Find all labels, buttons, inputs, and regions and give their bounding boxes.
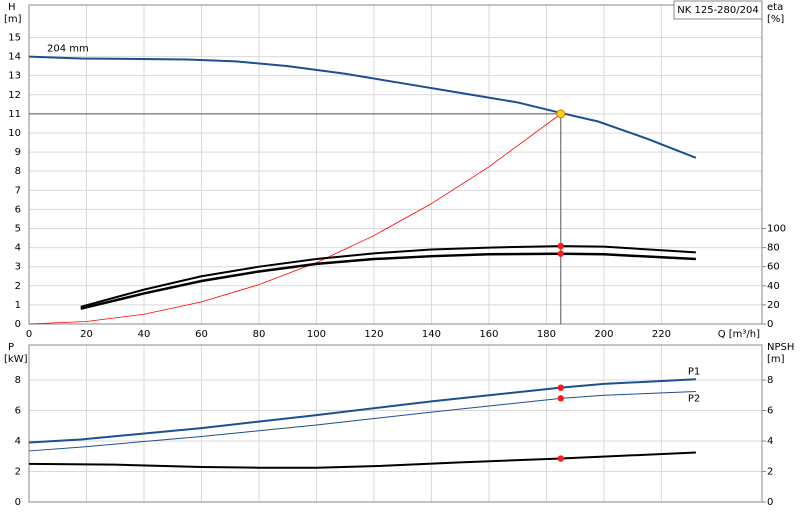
series-label: P1 bbox=[688, 366, 700, 377]
y-axis-title: P bbox=[8, 342, 14, 353]
curve bbox=[80, 245, 696, 308]
y-tick-label: 9 bbox=[15, 147, 21, 158]
curve bbox=[28, 390, 696, 452]
y-tick-label: 1 bbox=[15, 300, 21, 311]
chart-title: NK 125-280/204 bbox=[677, 5, 758, 16]
y-tick-label: 6 bbox=[15, 406, 21, 417]
y-tick-label: 12 bbox=[8, 90, 21, 101]
y2-axis-unit: [%] bbox=[767, 14, 784, 25]
series-label: 204 mm bbox=[47, 44, 89, 55]
plot-frame bbox=[28, 344, 763, 503]
x-tick-label: 80 bbox=[253, 329, 266, 340]
x-tick-label: 220 bbox=[652, 329, 671, 340]
y2-tick-label: 100 bbox=[767, 223, 786, 234]
y-tick-label: 15 bbox=[8, 32, 21, 43]
x-tick-label: 200 bbox=[594, 329, 613, 340]
y-tick-label: 7 bbox=[15, 185, 21, 196]
y2-tick-label: 0 bbox=[767, 319, 773, 330]
duty-marker bbox=[557, 455, 564, 462]
y2-axis-title: eta bbox=[767, 2, 783, 13]
y2-tick-label: 60 bbox=[767, 262, 780, 273]
y-tick-label: 13 bbox=[8, 71, 21, 82]
y2-axis-unit: [m] bbox=[767, 354, 785, 365]
x-tick-label: 40 bbox=[138, 329, 151, 340]
x-tick-label: 100 bbox=[307, 329, 326, 340]
curve bbox=[28, 55, 697, 159]
x-tick-label: 180 bbox=[537, 329, 556, 340]
y-tick-label: 0 bbox=[15, 319, 21, 330]
series-label: P2 bbox=[688, 393, 700, 404]
y-tick-label: 11 bbox=[8, 109, 21, 120]
y-tick-label: 5 bbox=[15, 223, 21, 234]
curve bbox=[28, 113, 562, 325]
x-tick-label: 140 bbox=[422, 329, 441, 340]
y2-axis-title: NPSH bbox=[767, 342, 794, 353]
y2-tick-label: 2 bbox=[767, 467, 773, 478]
duty-marker bbox=[557, 242, 564, 250]
y2-tick-label: 80 bbox=[767, 243, 780, 254]
y2-tick-label: 8 bbox=[767, 375, 773, 386]
plot-frame bbox=[28, 4, 763, 325]
y-tick-label: 2 bbox=[15, 467, 21, 478]
y-tick-label: 6 bbox=[15, 204, 21, 215]
y2-tick-label: 6 bbox=[767, 406, 773, 417]
duty-marker bbox=[557, 250, 564, 257]
x-tick-label: 0 bbox=[26, 329, 32, 340]
y-axis-title: H bbox=[8, 2, 16, 13]
y2-tick-label: 40 bbox=[767, 281, 780, 292]
x-tick-label: 120 bbox=[364, 329, 383, 340]
y-axis-unit: [m] bbox=[4, 14, 22, 25]
title-box bbox=[673, 0, 763, 20]
y-tick-label: 4 bbox=[15, 436, 21, 447]
curve bbox=[28, 451, 696, 469]
x-tick-label: 160 bbox=[479, 329, 498, 340]
y2-tick-label: 20 bbox=[767, 300, 780, 311]
y-tick-label: 8 bbox=[15, 375, 21, 386]
y-tick-label: 14 bbox=[8, 52, 21, 63]
x-axis-title: Q [m³/h] bbox=[718, 329, 760, 340]
y-tick-label: 0 bbox=[15, 497, 21, 508]
y-tick-label: 2 bbox=[15, 281, 21, 292]
duty-marker bbox=[557, 384, 564, 391]
x-tick-label: 60 bbox=[195, 329, 208, 340]
curve bbox=[28, 378, 696, 444]
y-tick-label: 10 bbox=[8, 128, 21, 139]
x-tick-label: 20 bbox=[80, 329, 93, 340]
y2-tick-label: 4 bbox=[767, 436, 773, 447]
y-tick-label: 8 bbox=[15, 166, 21, 177]
y2-tick-label: 0 bbox=[767, 497, 773, 508]
y-tick-label: 3 bbox=[15, 262, 21, 273]
curve bbox=[80, 252, 696, 310]
duty-point bbox=[556, 109, 566, 119]
duty-marker bbox=[557, 395, 564, 402]
y-tick-label: 4 bbox=[15, 243, 21, 254]
y-axis-unit: [kW] bbox=[4, 354, 28, 365]
